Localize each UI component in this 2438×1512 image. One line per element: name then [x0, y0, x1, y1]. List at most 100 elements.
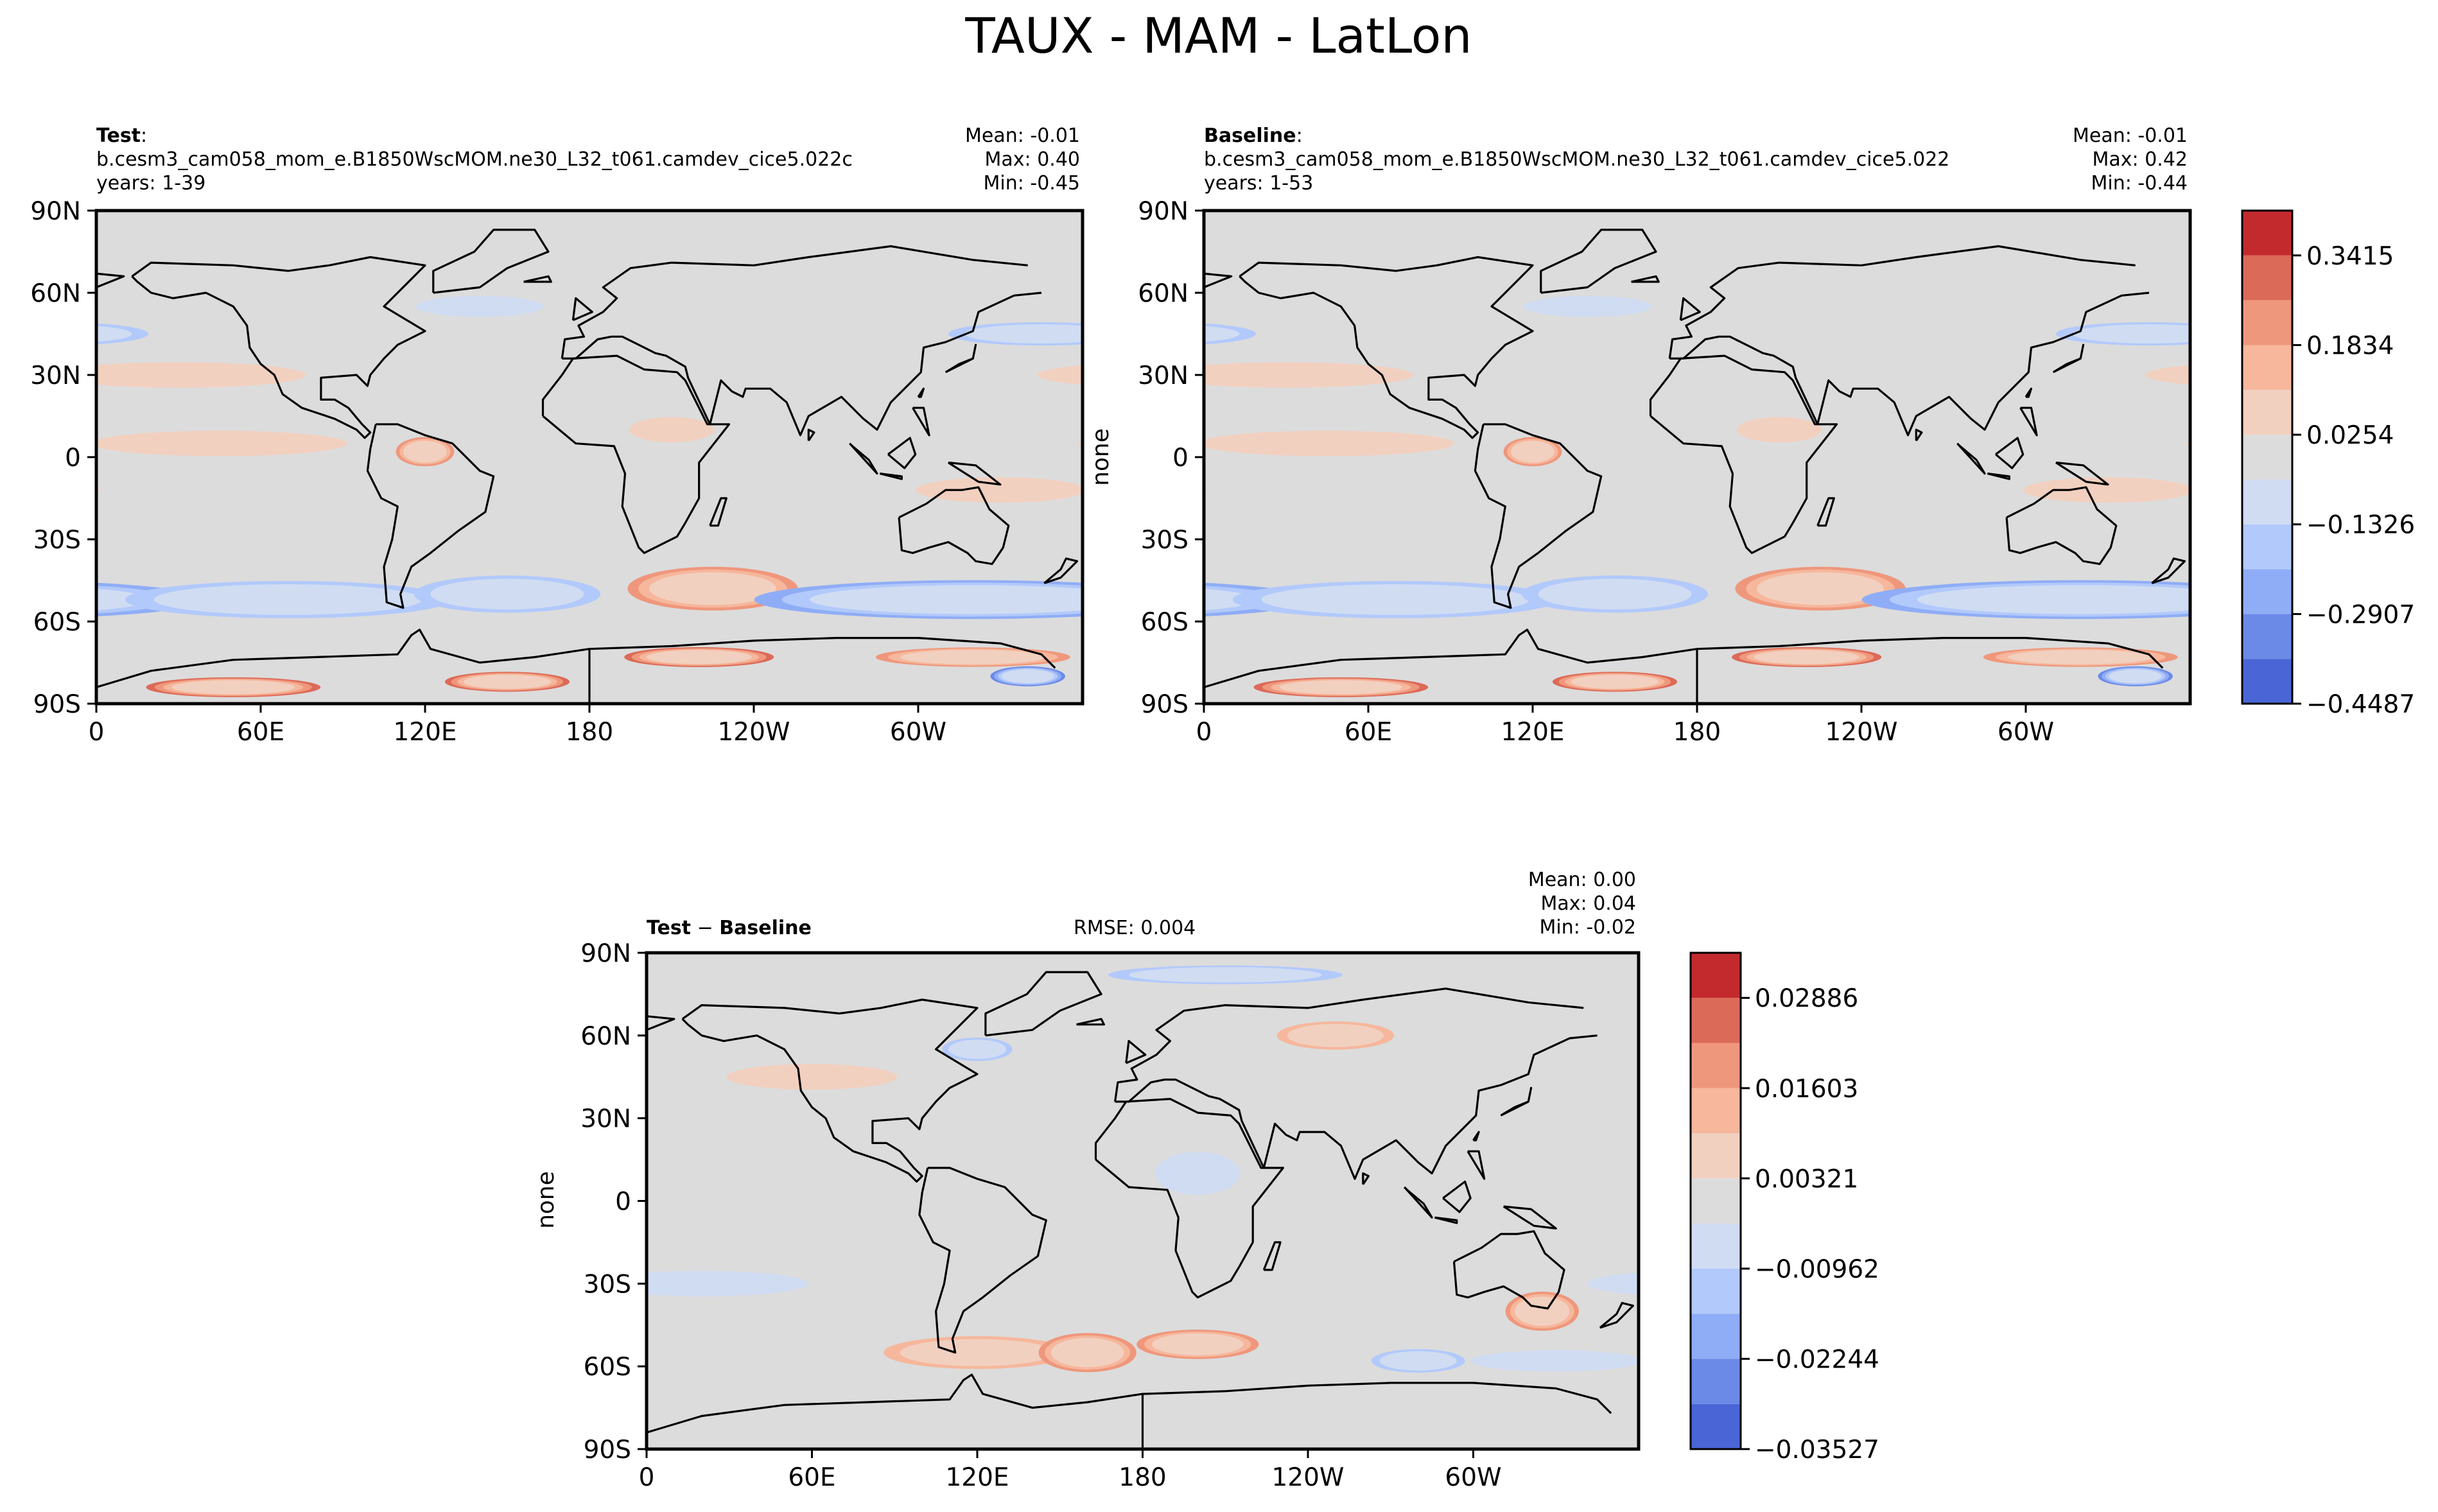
contour-feature-2 [1261, 584, 1530, 615]
contour-feature-0 [2136, 1332, 2243, 1357]
y-tick-label: 90S [1141, 690, 1189, 719]
y-tick-label: 60N [1138, 279, 1189, 308]
contour-feature-14 [96, 362, 306, 388]
colorbar-tick-label: −0.00962 [1755, 1255, 1879, 1284]
colorbar-segment-7 [1691, 1088, 1741, 1134]
map-background [1204, 211, 2190, 704]
contour-feature-8 [463, 674, 552, 689]
colorbar-tick-label: 0.02886 [1755, 984, 1858, 1013]
contour-feature-1 [518, 1294, 582, 1328]
contour-feature-9 [915, 477, 1083, 503]
x-tick-label: 60E [1345, 718, 1392, 747]
diff-min: Min: -0.02 [1540, 916, 1637, 939]
coastline-14 [571, 297, 593, 322]
colorbar-segment-1 [2242, 614, 2292, 659]
contour-feature-0 [144, 1330, 266, 1359]
colorbar-segment-0 [2242, 659, 2292, 704]
contour-feature-5 [0, 648, 72, 665]
colorbar-segment-9 [2242, 255, 2292, 300]
baseline-min: Min: -0.44 [2091, 172, 2188, 195]
coastline-5 [1540, 229, 1657, 294]
coastline-18 [1467, 1150, 1486, 1180]
test-map: 0 60E 120E 180 120W 60W 90N 60N 30N 0 30S 60S 90S [0, 197, 1084, 747]
diff-max: Max: 0.04 [1541, 892, 1636, 915]
baseline-title-colon: : [1296, 125, 1303, 147]
contour-feature-11 [2030, 1333, 2128, 1372]
baseline-title-label: Baseline [1204, 125, 1296, 147]
y-tick-label: 30S [33, 526, 81, 555]
main-colorbar: −0.4487 −0.2907 −0.1326 0.0254 0.1834 0.3415 [2241, 209, 2415, 719]
coastline-12 [1816, 497, 1835, 527]
contour-feature-11 [964, 324, 1083, 343]
baseline-mean: Mean: -0.01 [2073, 125, 2188, 147]
contour-feature-5 [900, 650, 1046, 665]
baseline-max: Max: 0.42 [2093, 148, 2188, 171]
y-tick-label: 60S [584, 1353, 631, 1382]
contour-feature-9 [1470, 1350, 1639, 1372]
coastline-8 [1987, 473, 2010, 480]
diff-title-test: Test [647, 917, 691, 939]
x-tick-label: 60W [1998, 718, 2054, 747]
contour-feature-5 [948, 1039, 1007, 1059]
contour-feature-2 [2364, 1349, 2438, 1373]
coastline-16 [807, 428, 815, 442]
x-tick-label: 180 [566, 718, 613, 747]
baseline-title: Baseline: [1204, 125, 1303, 147]
contour-feature-6 [1119, 668, 1179, 684]
contour-feature-6 [1876, 1336, 2063, 1369]
coastline-17 [1472, 1131, 1480, 1142]
coastline-16 [1915, 428, 1923, 442]
contour-feature-12 [1524, 295, 1651, 317]
x-tick-label: 120W [717, 718, 790, 747]
colorbar-segment-6 [1691, 1133, 1741, 1179]
contour-feature-10 [2147, 1152, 2233, 1195]
coastline-1 [647, 987, 1598, 1180]
contour-feature-11 [53, 1335, 138, 1369]
y-tick-label: 30N [580, 1105, 631, 1134]
x-tick-label: 120E [945, 1463, 1009, 1492]
contour-feature-7 [1279, 680, 1402, 695]
coastline-10 [2055, 461, 2109, 486]
x-tick-label: 60W [890, 718, 946, 747]
y-tick-label: 60N [580, 1022, 631, 1051]
coastline-9 [1995, 437, 2024, 469]
coastline-6 [1204, 629, 2164, 704]
figure-title: TAUX - MAM - LatLon [964, 7, 1472, 64]
contour-feature-6 [900, 1339, 1055, 1366]
contour-feature-9 [96, 487, 100, 494]
coastline-6 [96, 629, 1056, 704]
colorbar-tick-label: 0.00321 [1755, 1165, 1858, 1194]
contour-feature-2 [1379, 1351, 1457, 1371]
colorbar-tick-label: 0.1834 [2306, 331, 2394, 360]
contour-feature-3 [2100, 966, 2335, 984]
diff-rmse: RMSE: 0.004 [1074, 917, 1196, 939]
baseline-ylabel: none [1088, 428, 1114, 486]
coastline-6 [647, 1373, 1612, 1449]
contour-feature-4 [1754, 650, 1859, 665]
contour-feature-6 [1111, 666, 1186, 686]
map-background [96, 211, 1083, 704]
contour-feature-6 [15, 669, 68, 683]
contour-feature-1 [523, 1297, 577, 1326]
contour-feature-2 [388, 1351, 465, 1371]
coastline-4 [918, 1167, 1047, 1354]
contour-feature-6 [12, 668, 71, 684]
x-tick-label: 120W [1825, 718, 1897, 747]
contour-feature-5 [1934, 1038, 2004, 1061]
coastline-11 [1500, 1086, 1533, 1117]
coastline-17 [917, 387, 925, 398]
coastline-12 [1262, 1241, 1282, 1271]
coastline-17 [2024, 387, 2033, 398]
coastline-0 [1094, 1098, 1284, 1299]
x-tick-label: 0 [1196, 718, 1212, 747]
contour-feature-0 [160, 1334, 251, 1355]
contour-feature-6 [1115, 667, 1183, 685]
contour-feature-11 [1050, 1337, 1124, 1368]
contour-feature-6 [1892, 1339, 2046, 1366]
colorbar-tick-label: −0.4487 [2306, 690, 2415, 719]
test-years: years: 1-39 [96, 172, 205, 195]
contour-feature-8 [1571, 674, 1659, 689]
contour-feature-5 [0, 647, 84, 666]
diff-colorbar: −0.03527 −0.02244 −0.00962 0.00321 0.01603 0.… [1689, 952, 1879, 1464]
